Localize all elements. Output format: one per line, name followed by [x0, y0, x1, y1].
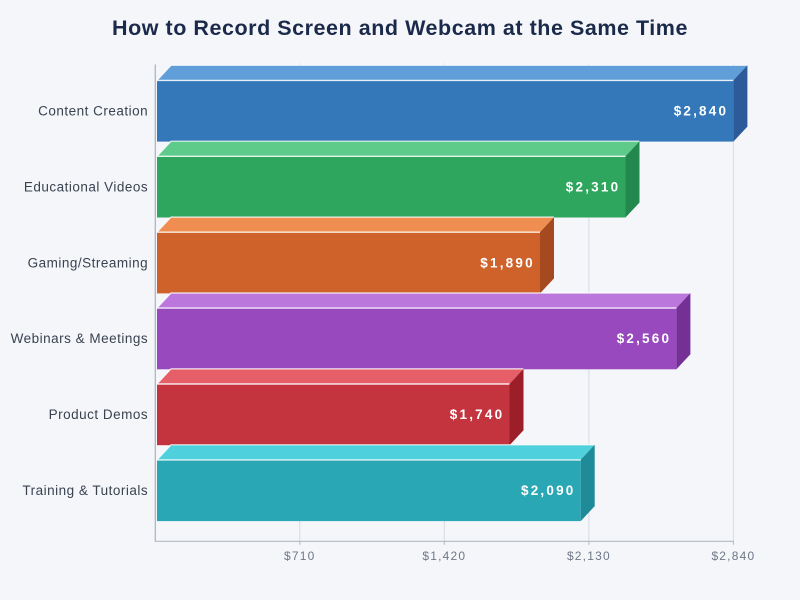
svg-text:$2,130: $2,130 [567, 549, 611, 563]
svg-text:Gaming/Streaming: Gaming/Streaming [28, 255, 149, 270]
svg-text:$2,840: $2,840 [674, 103, 729, 118]
svg-text:Educational Videos: Educational Videos [24, 179, 148, 194]
svg-text:$2,560: $2,560 [617, 331, 672, 346]
svg-text:$1,420: $1,420 [422, 549, 466, 563]
svg-text:$2,310: $2,310 [566, 179, 621, 194]
svg-text:$2,090: $2,090 [521, 483, 576, 498]
svg-text:$1,890: $1,890 [480, 255, 535, 270]
svg-text:Content Creation: Content Creation [38, 103, 148, 118]
svg-text:$1,740: $1,740 [450, 407, 505, 422]
svg-text:$2,840: $2,840 [711, 549, 755, 563]
svg-text:Training & Tutorials: Training & Tutorials [22, 483, 148, 498]
svg-text:How to Record Screen and Webca: How to Record Screen and Webcam at the S… [112, 16, 688, 40]
svg-text:Product Demos: Product Demos [49, 407, 149, 422]
svg-text:Webinars & Meetings: Webinars & Meetings [11, 331, 149, 346]
svg-text:$710: $710 [284, 549, 316, 563]
